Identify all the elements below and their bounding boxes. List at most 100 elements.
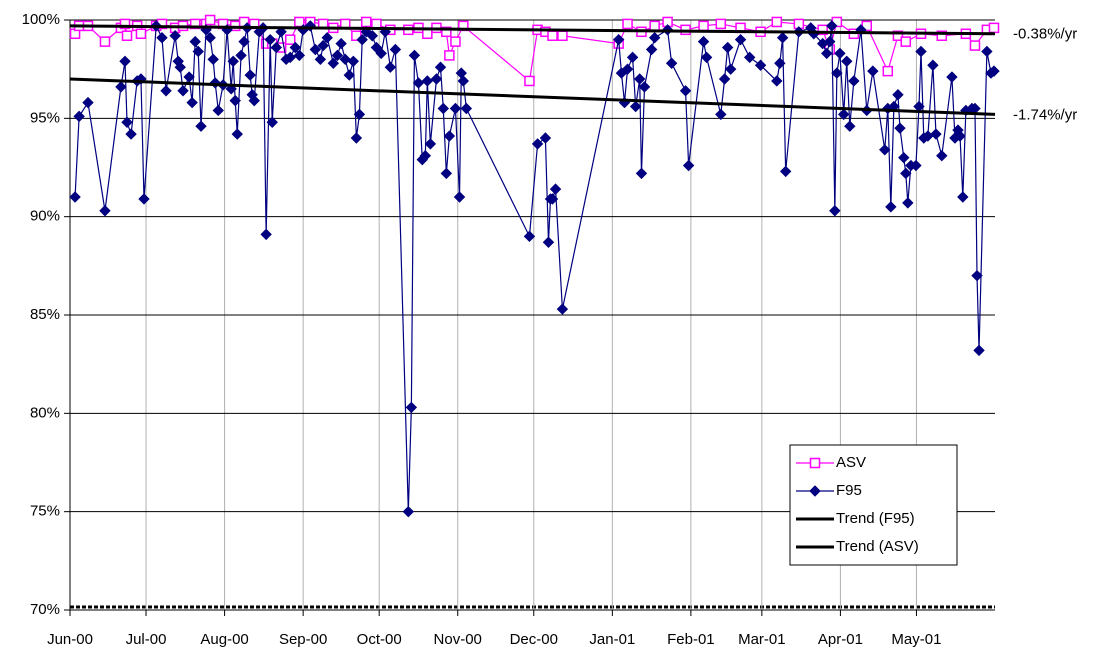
f95-marker xyxy=(375,47,387,60)
f95-marker xyxy=(734,33,747,46)
legend-label: Trend (ASV) xyxy=(836,538,919,555)
asv-marker xyxy=(771,16,783,28)
legend-label: F95 xyxy=(836,482,862,499)
f95-marker xyxy=(293,49,306,62)
y-tick-label: 85% xyxy=(30,306,60,323)
f95-marker xyxy=(453,191,466,203)
f95-marker xyxy=(449,102,462,115)
f95-marker xyxy=(892,89,904,101)
f95-marker xyxy=(238,35,250,48)
f95-marker xyxy=(384,61,397,73)
f95-marker xyxy=(629,100,642,113)
f95-marker xyxy=(902,197,914,209)
f95-marker xyxy=(266,116,278,128)
f95-marker xyxy=(774,57,786,69)
f95-marker xyxy=(331,49,344,62)
f95-marker xyxy=(988,65,1000,77)
f95-marker xyxy=(156,31,168,44)
f95-marker xyxy=(353,108,366,121)
f95-marker xyxy=(309,43,322,56)
f95-marker xyxy=(174,61,186,73)
f95-marker xyxy=(356,33,368,46)
asv-marker xyxy=(204,14,216,26)
x-tick-label: Mar-01 xyxy=(738,631,786,648)
f95-marker xyxy=(743,51,756,64)
annotation: -1.74%/yr xyxy=(1013,106,1077,123)
f95-marker xyxy=(831,67,843,79)
f95-marker xyxy=(936,149,948,162)
x-tick-label: Apr-01 xyxy=(818,631,863,648)
y-tick-label: 100% xyxy=(22,11,60,28)
f95-marker xyxy=(834,47,846,60)
f95-marker xyxy=(981,45,993,58)
f95-marker xyxy=(289,41,302,54)
f95-marker xyxy=(284,51,296,64)
f95-marker xyxy=(138,193,150,205)
y-tick-label: 70% xyxy=(30,601,60,618)
legend: ASV F95 Trend (F95) Trend (ASV) xyxy=(789,444,958,566)
f95-marker xyxy=(848,75,860,87)
f95-marker xyxy=(412,77,425,89)
asv-marker xyxy=(444,50,455,61)
f95-marker xyxy=(339,53,351,66)
f95-marker xyxy=(612,33,625,46)
f95-marker xyxy=(317,39,329,52)
x-tick-label: Nov-00 xyxy=(434,631,482,648)
f95-marker xyxy=(957,191,969,203)
f95-marker xyxy=(121,116,133,128)
f95-marker xyxy=(682,159,695,172)
f95-marker xyxy=(335,37,347,50)
f95-marker xyxy=(915,45,927,58)
trend-line xyxy=(69,77,996,116)
f95-marker xyxy=(314,53,327,66)
f95-marker xyxy=(440,167,453,180)
asv-marker xyxy=(698,20,709,32)
f95-marker xyxy=(665,57,678,69)
f95-marker xyxy=(260,228,272,241)
asv-marker xyxy=(557,30,568,41)
asv-marker xyxy=(547,30,558,41)
f95-marker xyxy=(867,65,879,77)
asv-marker xyxy=(900,36,912,47)
y-tick-label: 75% xyxy=(30,503,60,520)
x-tick-label: May-01 xyxy=(891,631,941,648)
f95-marker xyxy=(776,31,789,44)
series-line xyxy=(74,23,995,512)
asv-marker xyxy=(119,18,131,30)
f95-marker xyxy=(321,31,333,44)
f95-marker xyxy=(927,59,939,71)
f95-marker xyxy=(626,51,639,64)
f95-marker xyxy=(718,73,731,85)
trend-line xyxy=(69,24,996,36)
f95-marker xyxy=(204,31,216,44)
legend-marker xyxy=(809,485,821,497)
f95-marker xyxy=(930,128,942,140)
f95-marker xyxy=(542,236,555,248)
f95-marker xyxy=(192,45,204,58)
f95-marker xyxy=(99,205,111,217)
f95-marker xyxy=(894,122,906,134)
f95-marker xyxy=(119,55,131,68)
asv-marker xyxy=(121,30,133,41)
y-tick-label: 95% xyxy=(30,109,60,126)
f95-marker xyxy=(270,41,282,54)
f95-marker xyxy=(327,57,340,69)
f95-marker xyxy=(954,130,966,142)
asv-marker xyxy=(649,20,660,32)
f95-marker xyxy=(910,159,922,172)
asv-marker xyxy=(892,30,904,41)
f95-marker xyxy=(370,41,383,54)
f95-marker xyxy=(829,205,841,217)
x-tick-label: Feb-01 xyxy=(667,631,715,648)
f95-marker xyxy=(721,41,734,54)
asv-marker xyxy=(524,75,535,87)
f95-marker xyxy=(621,63,634,75)
x-tick-label: Dec-00 xyxy=(510,631,558,648)
f95-marker xyxy=(231,128,243,140)
f95-marker xyxy=(227,55,239,68)
f95-marker xyxy=(186,96,198,109)
f95-marker xyxy=(244,69,256,81)
f95-marker xyxy=(115,81,127,93)
f95-marker xyxy=(434,61,447,73)
